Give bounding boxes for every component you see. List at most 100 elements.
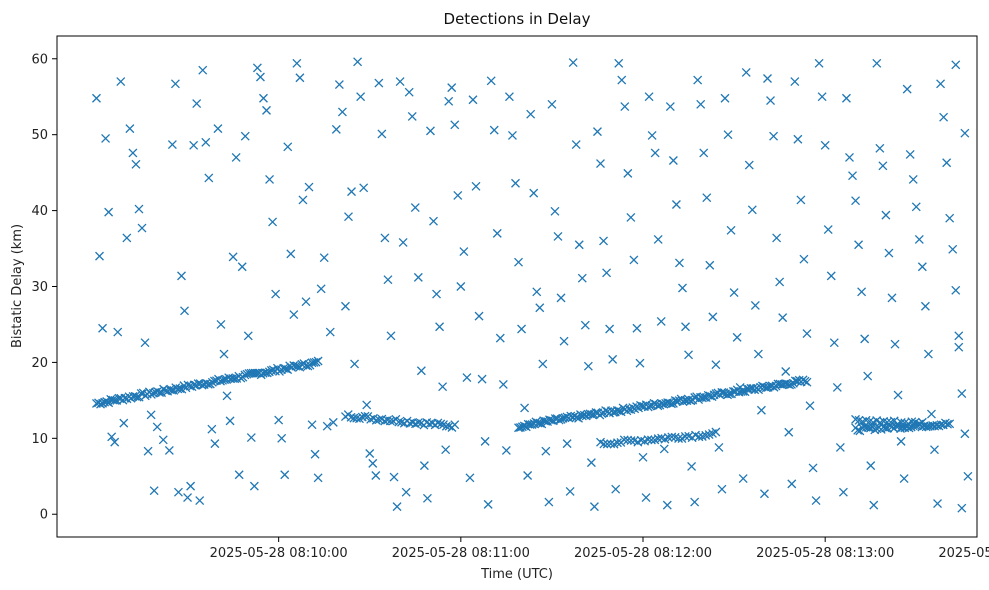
track-point — [670, 396, 680, 405]
data-point — [526, 109, 536, 119]
data-point — [593, 127, 602, 137]
data-point — [957, 389, 967, 398]
track-point — [450, 420, 460, 430]
data-point — [307, 420, 317, 430]
data-point — [219, 349, 229, 359]
data-point — [565, 486, 575, 496]
data-point — [298, 195, 308, 205]
track-point — [623, 435, 633, 445]
data-point — [389, 472, 399, 482]
track-point — [527, 420, 537, 429]
data-point — [884, 248, 894, 258]
data-point — [274, 415, 284, 425]
data-point — [650, 148, 660, 158]
data-point — [866, 461, 876, 471]
data-point — [538, 359, 548, 369]
data-point — [933, 499, 942, 509]
data-point — [107, 432, 117, 442]
data-point — [690, 497, 700, 507]
data-point — [556, 293, 566, 303]
data-point — [259, 93, 268, 103]
data-point — [170, 79, 180, 89]
data-point — [225, 416, 235, 426]
data-point — [252, 63, 262, 73]
data-point — [486, 76, 496, 86]
data-point — [265, 175, 275, 184]
data-point — [152, 422, 162, 432]
data-point — [125, 124, 135, 134]
data-point — [926, 409, 936, 419]
data-point — [477, 374, 487, 384]
track-point — [444, 421, 454, 431]
chart-title: Detections in Delay — [444, 10, 591, 28]
data-point — [681, 322, 690, 332]
data-point — [240, 131, 250, 141]
data-point — [811, 496, 821, 506]
data-point — [960, 128, 970, 138]
data-point — [344, 212, 353, 222]
data-point — [249, 481, 259, 491]
track-point — [385, 416, 395, 426]
data-point — [262, 105, 271, 115]
data-point — [550, 206, 560, 216]
y-axis-label: Bistatic Delay (km) — [10, 224, 25, 348]
data-point — [532, 287, 542, 297]
data-point — [720, 93, 730, 103]
data-point — [878, 161, 888, 171]
data-point — [213, 124, 223, 134]
data-point — [234, 470, 244, 480]
data-point — [939, 112, 949, 122]
data-point — [359, 183, 369, 193]
data-point — [92, 93, 101, 103]
x-tick-label: 2025-05-28 08:12:00 — [574, 546, 712, 561]
data-point — [456, 282, 466, 291]
data-point — [380, 233, 390, 243]
data-point — [514, 257, 523, 267]
data-point — [647, 130, 657, 140]
data-point — [826, 271, 836, 281]
data-point — [520, 403, 530, 413]
data-point — [504, 92, 514, 102]
data-point — [845, 152, 854, 162]
data-point — [732, 332, 742, 342]
data-point — [808, 463, 818, 473]
data-point — [277, 433, 287, 443]
data-point — [438, 382, 448, 392]
data-point — [289, 310, 299, 320]
data-point — [322, 421, 332, 431]
data-point — [674, 258, 684, 268]
data-point — [395, 77, 405, 87]
track-point — [882, 417, 892, 427]
data-point — [617, 75, 627, 85]
data-point — [432, 289, 441, 299]
data-point — [426, 126, 435, 136]
data-point — [392, 502, 402, 512]
data-point — [753, 349, 763, 359]
track-point — [802, 377, 812, 387]
data-point — [517, 324, 527, 334]
data-point — [183, 493, 193, 502]
track-point — [643, 435, 653, 445]
data-points — [92, 57, 973, 513]
data-point — [544, 497, 554, 507]
data-point — [772, 233, 782, 243]
data-point — [602, 268, 612, 278]
data-point — [316, 284, 326, 294]
data-point — [656, 316, 666, 326]
data-point — [98, 323, 108, 333]
data-point — [729, 288, 739, 298]
track-point — [262, 368, 272, 378]
data-point — [143, 446, 153, 456]
track-point — [945, 419, 955, 429]
data-point — [368, 458, 378, 468]
data-point — [687, 461, 697, 471]
y-tick-label: 20 — [31, 356, 48, 371]
data-point — [283, 142, 293, 152]
data-point — [899, 474, 909, 484]
data-point — [553, 231, 563, 241]
data-point — [854, 240, 864, 250]
data-point — [410, 203, 420, 213]
data-point — [574, 240, 584, 250]
data-point — [301, 297, 311, 307]
data-point — [920, 301, 930, 311]
